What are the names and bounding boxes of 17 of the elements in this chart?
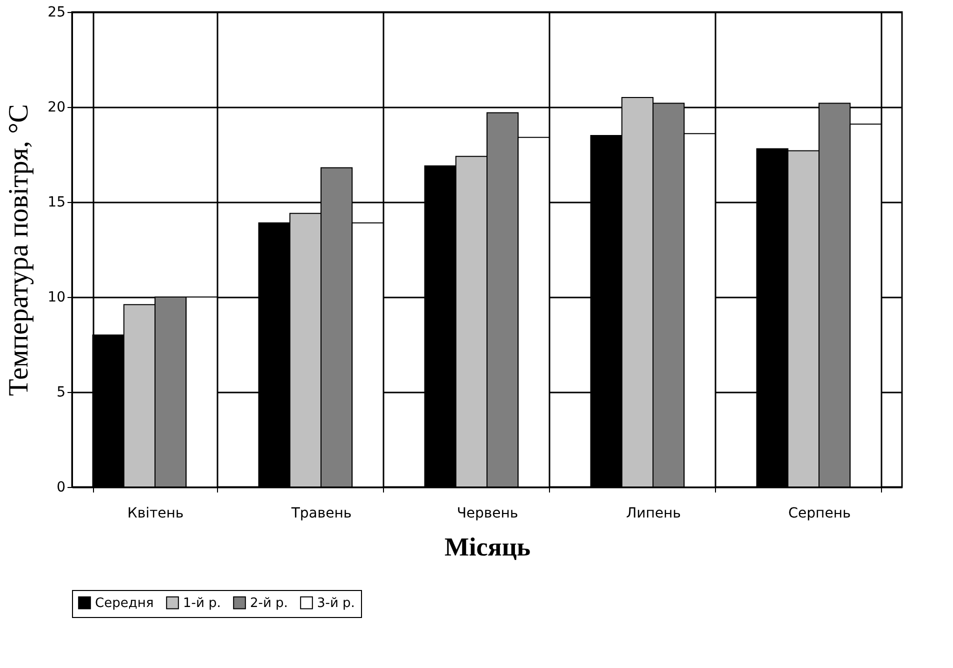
legend-label: 3-й р. (317, 596, 355, 611)
y-tick-label: 20 (48, 100, 66, 116)
legend-label: 1-й р. (183, 596, 221, 611)
x-tick-label: Травень (290, 506, 352, 522)
y-tick-label: 10 (48, 290, 66, 306)
y-tick-label: 25 (48, 4, 66, 20)
x-tick-label: Липень (626, 506, 681, 522)
y-tick-label: 5 (56, 384, 66, 400)
legend-label: Середня (95, 596, 154, 611)
legend-label: 2-й р. (250, 596, 288, 611)
x-tick-label: Квітень (127, 506, 184, 522)
y-tick-label: 0 (56, 480, 66, 496)
y-tick-label: 15 (48, 194, 66, 210)
x-axis-title: Місяць (444, 532, 531, 562)
x-tick-label: Червень (456, 506, 518, 522)
y-axis-title: Температура повітря, °С (4, 104, 35, 396)
x-tick-label: Серпень (788, 506, 851, 522)
